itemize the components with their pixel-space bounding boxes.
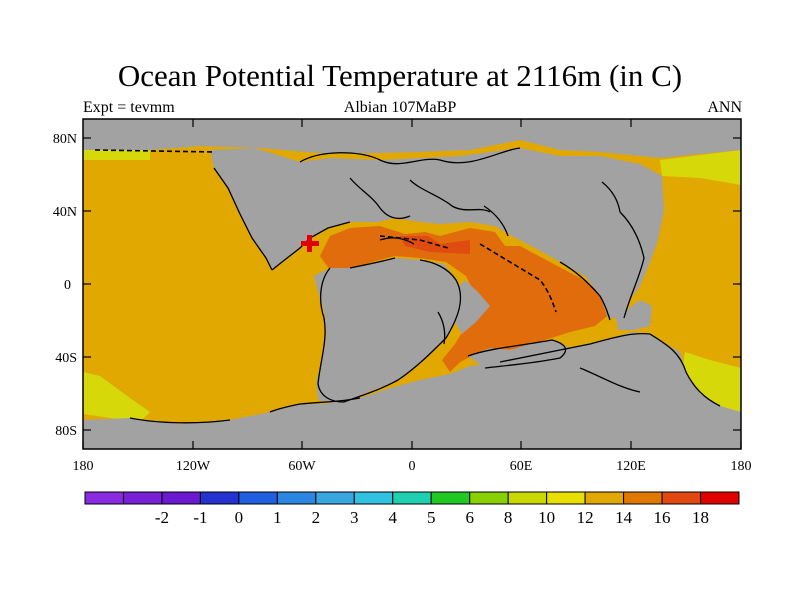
colorbar-box — [315, 491, 355, 505]
cool-water-south-east — [680, 352, 741, 412]
colorbar-box — [546, 491, 586, 505]
lon-label-120e: 120E — [616, 459, 646, 474]
colorbar-box — [122, 491, 163, 505]
colorbar-tick-label: 14 — [615, 508, 633, 527]
colorbar-tick-label: 1 — [273, 508, 282, 527]
colorbar-box — [353, 491, 394, 505]
colorbar-box — [507, 491, 548, 505]
colorbar-box — [161, 491, 201, 505]
colorbar-box — [584, 491, 625, 505]
coastlines — [129, 147, 721, 424]
colorbar-tick-label: 18 — [692, 508, 709, 527]
longitude-axis — [82, 119, 742, 449]
dashed-boundaries — [94, 149, 557, 313]
lat-label-40s: 40S — [55, 351, 77, 366]
colorbar-box — [700, 491, 740, 505]
colorbar-tick-label: 3 — [350, 508, 359, 527]
lat-label-0: 0 — [64, 278, 71, 293]
colorbar-box — [238, 491, 278, 505]
landmasses — [83, 119, 741, 449]
plus-marker-icon — [301, 235, 319, 252]
colorbar-tick-label: 12 — [577, 508, 594, 527]
warm-water-tethys — [400, 236, 470, 254]
colorbar-labels: -2 -1 0 1 2 3 4 5 6 8 10 12 14 16 18 — [155, 508, 709, 527]
cool-water-north-east — [660, 150, 741, 185]
lon-label-60w: 60W — [288, 459, 316, 474]
epoch-label: Albian 107MaBP — [343, 99, 457, 116]
colorbar-box — [623, 491, 663, 505]
lon-label-0: 0 — [409, 459, 416, 474]
colorbar-tick-label: 2 — [312, 508, 321, 527]
lat-label-80s: 80S — [55, 424, 77, 439]
colorbar-tick-label: 10 — [538, 508, 555, 527]
colorbar-box — [276, 491, 317, 505]
colorbar-box — [661, 491, 702, 505]
latitude-axis — [83, 137, 741, 431]
colorbar-box — [469, 491, 509, 505]
colorbar-tick-label: -2 — [155, 508, 169, 527]
map-field — [83, 119, 741, 449]
colorbar-tick-label: 0 — [235, 508, 244, 527]
colorbar-box — [84, 491, 124, 505]
lon-label-120w: 120W — [176, 459, 211, 474]
lon-label-180-west: 180 — [73, 459, 94, 474]
colorbar — [84, 491, 740, 505]
experiment-label: Expt = tevmm — [83, 99, 175, 116]
colorbar-box — [392, 491, 432, 505]
colorbar-tick-label: -1 — [193, 508, 207, 527]
colorbar-tick-label: 16 — [654, 508, 671, 527]
colorbar-tick-label: 4 — [389, 508, 398, 527]
colorbar-tick-label: 6 — [465, 508, 474, 527]
lon-label-60e: 60E — [510, 459, 533, 474]
season-label: ANN — [707, 99, 742, 116]
warm-water-atlantic — [320, 226, 612, 372]
cool-water-south-west — [83, 372, 150, 422]
colorbar-box — [199, 491, 240, 505]
lon-label-180-east: 180 — [731, 459, 752, 474]
map-title: Ocean Potential Temperature at 2116m (in… — [117, 58, 683, 93]
colorbar-box — [430, 491, 471, 505]
lat-label-40n: 40N — [53, 205, 77, 220]
lat-label-80n: 80N — [53, 132, 77, 147]
colorbar-tick-label: 8 — [504, 508, 513, 527]
cool-water-north-west — [83, 150, 150, 160]
colorbar-tick-label: 5 — [427, 508, 436, 527]
